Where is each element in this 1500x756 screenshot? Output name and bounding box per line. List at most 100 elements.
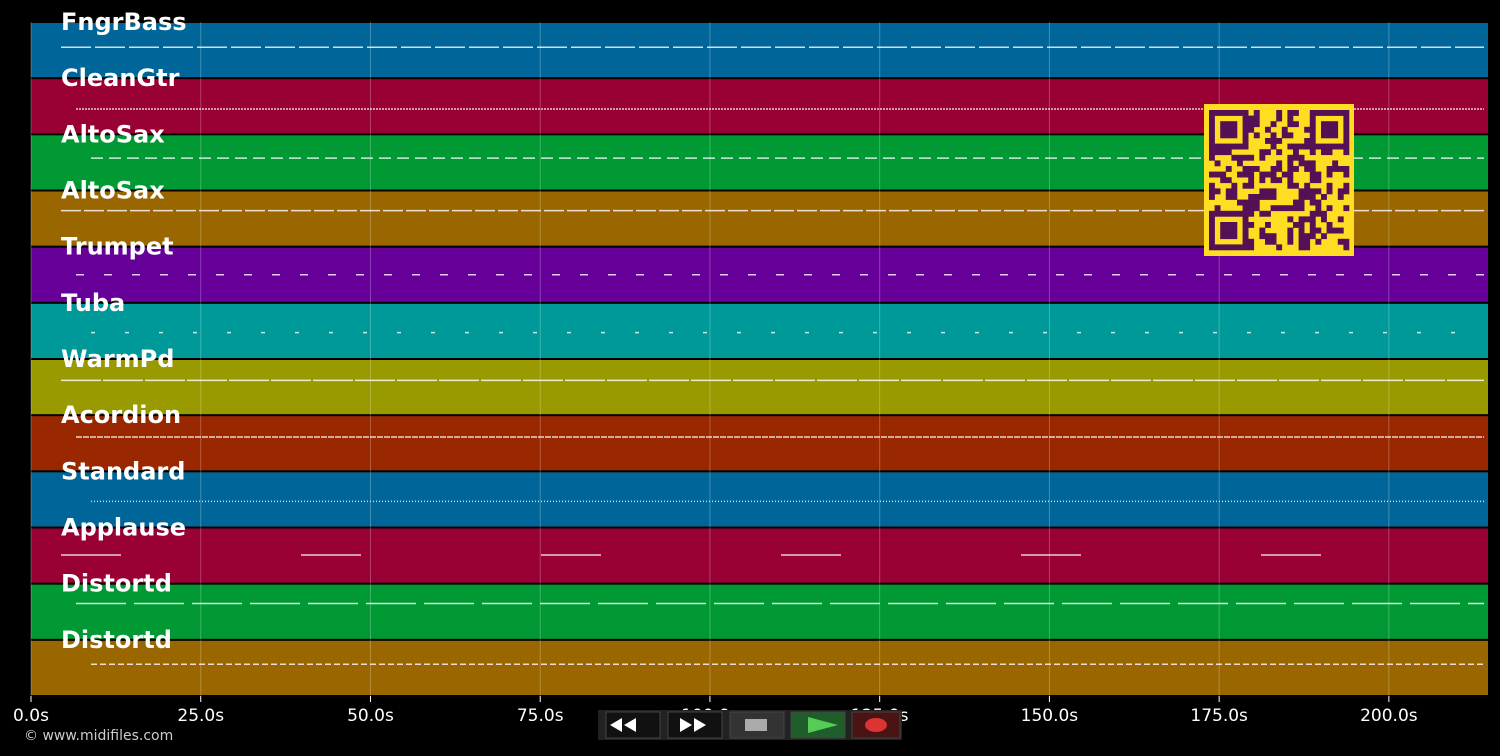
- qr-module: [1209, 121, 1215, 128]
- qr-module: [1237, 143, 1243, 150]
- qr-module: [1270, 132, 1277, 139]
- qr-module: [1332, 126, 1339, 133]
- qr-module: [1253, 121, 1260, 128]
- qr-module: [1337, 238, 1344, 245]
- qr-module: [1220, 132, 1227, 139]
- qr-module: [1231, 227, 1238, 234]
- track-name: AltoSax: [61, 177, 165, 205]
- qr-module: [1225, 222, 1232, 228]
- qr-module: [1304, 233, 1311, 240]
- qr-module: [1309, 160, 1316, 167]
- qr-module: [1259, 194, 1266, 200]
- qr-module: [1231, 222, 1238, 228]
- x-tick-label: 0.0s: [13, 706, 49, 726]
- qr-module: [1270, 194, 1277, 200]
- qr-module: [1265, 194, 1271, 200]
- qr-module: [1265, 126, 1271, 133]
- qr-module: [1298, 160, 1305, 167]
- qr-module: [1231, 210, 1238, 217]
- x-tick-label: 75.0s: [517, 706, 564, 726]
- qr-module: [1281, 205, 1288, 212]
- qr-module: [1337, 188, 1344, 195]
- qr-module: [1231, 126, 1238, 133]
- qr-module: [1321, 149, 1327, 156]
- qr-module: [1315, 227, 1322, 234]
- qr-module: [1298, 222, 1305, 228]
- qr-module: [1237, 199, 1243, 206]
- qr-module: [1231, 121, 1238, 128]
- qr-module: [1343, 244, 1350, 251]
- qr-module: [1248, 199, 1255, 206]
- play-icon: [808, 717, 838, 733]
- qr-module: [1309, 149, 1316, 156]
- qr-module: [1309, 166, 1316, 172]
- qr-module: [1343, 143, 1350, 150]
- qr-module: [1287, 177, 1294, 184]
- track-band: [31, 360, 1488, 415]
- qr-module: [1293, 166, 1299, 172]
- rewind-button[interactable]: [605, 711, 661, 739]
- qr-module: [1321, 210, 1327, 217]
- qr-module: [1242, 126, 1249, 133]
- qr-module: [1242, 138, 1249, 144]
- qr-module: [1276, 160, 1283, 167]
- qr-module: [1242, 244, 1249, 251]
- qr-module: [1248, 177, 1255, 184]
- qr-module: [1287, 166, 1294, 172]
- track-band: [31, 23, 1488, 78]
- play-button[interactable]: [790, 711, 846, 739]
- track-name: Tuba: [61, 289, 125, 317]
- stop-button[interactable]: [729, 711, 785, 739]
- button-frame: [851, 711, 901, 739]
- qr-module: [1259, 188, 1266, 195]
- qr-module: [1337, 110, 1344, 116]
- qr-module: [1209, 182, 1215, 189]
- qr-module: [1287, 115, 1294, 122]
- qr-module: [1220, 222, 1227, 228]
- qr-module: [1242, 199, 1249, 206]
- qr-module: [1298, 244, 1305, 251]
- record-button[interactable]: [851, 711, 901, 739]
- qr-module: [1259, 149, 1266, 156]
- qr-module: [1332, 166, 1339, 172]
- qr-module: [1225, 126, 1232, 133]
- x-tick-label: 200.0s: [1360, 706, 1418, 726]
- qr-module: [1259, 227, 1266, 234]
- qr-module: [1293, 154, 1299, 161]
- qr-module: [1326, 132, 1333, 139]
- forward-button[interactable]: [667, 711, 723, 739]
- qr-module: [1209, 143, 1215, 150]
- qr-module: [1315, 199, 1322, 206]
- qr-module: [1220, 210, 1227, 217]
- record-icon: [865, 718, 887, 732]
- qr-module: [1343, 115, 1350, 122]
- x-tick-label: 150.0s: [1021, 706, 1079, 726]
- qr-module: [1209, 115, 1215, 122]
- qr-module: [1220, 121, 1227, 128]
- qr-module: [1298, 227, 1305, 234]
- qr-module: [1270, 238, 1277, 245]
- qr-module: [1326, 143, 1333, 150]
- qr-module: [1287, 233, 1294, 240]
- track-band: [31, 472, 1488, 527]
- qr-module: [1209, 244, 1215, 251]
- qr-module: [1321, 194, 1327, 200]
- qr-module: [1298, 205, 1305, 212]
- qr-module: [1253, 110, 1260, 116]
- qr-module: [1304, 126, 1311, 133]
- qr-module: [1242, 210, 1249, 217]
- qr-module: [1298, 233, 1305, 240]
- qr-module: [1287, 238, 1294, 245]
- qr-module: [1225, 210, 1232, 217]
- qr-module: [1265, 149, 1271, 156]
- qr-module: [1270, 205, 1277, 212]
- qr-module: [1304, 182, 1311, 189]
- qr-module: [1231, 132, 1238, 139]
- qr-module: [1309, 132, 1316, 139]
- qr-module: [1265, 222, 1271, 228]
- qr-module: [1309, 227, 1316, 234]
- qr-module: [1276, 244, 1283, 251]
- qr-module: [1287, 160, 1294, 167]
- qr-module: [1337, 194, 1344, 200]
- qr-module: [1248, 222, 1255, 228]
